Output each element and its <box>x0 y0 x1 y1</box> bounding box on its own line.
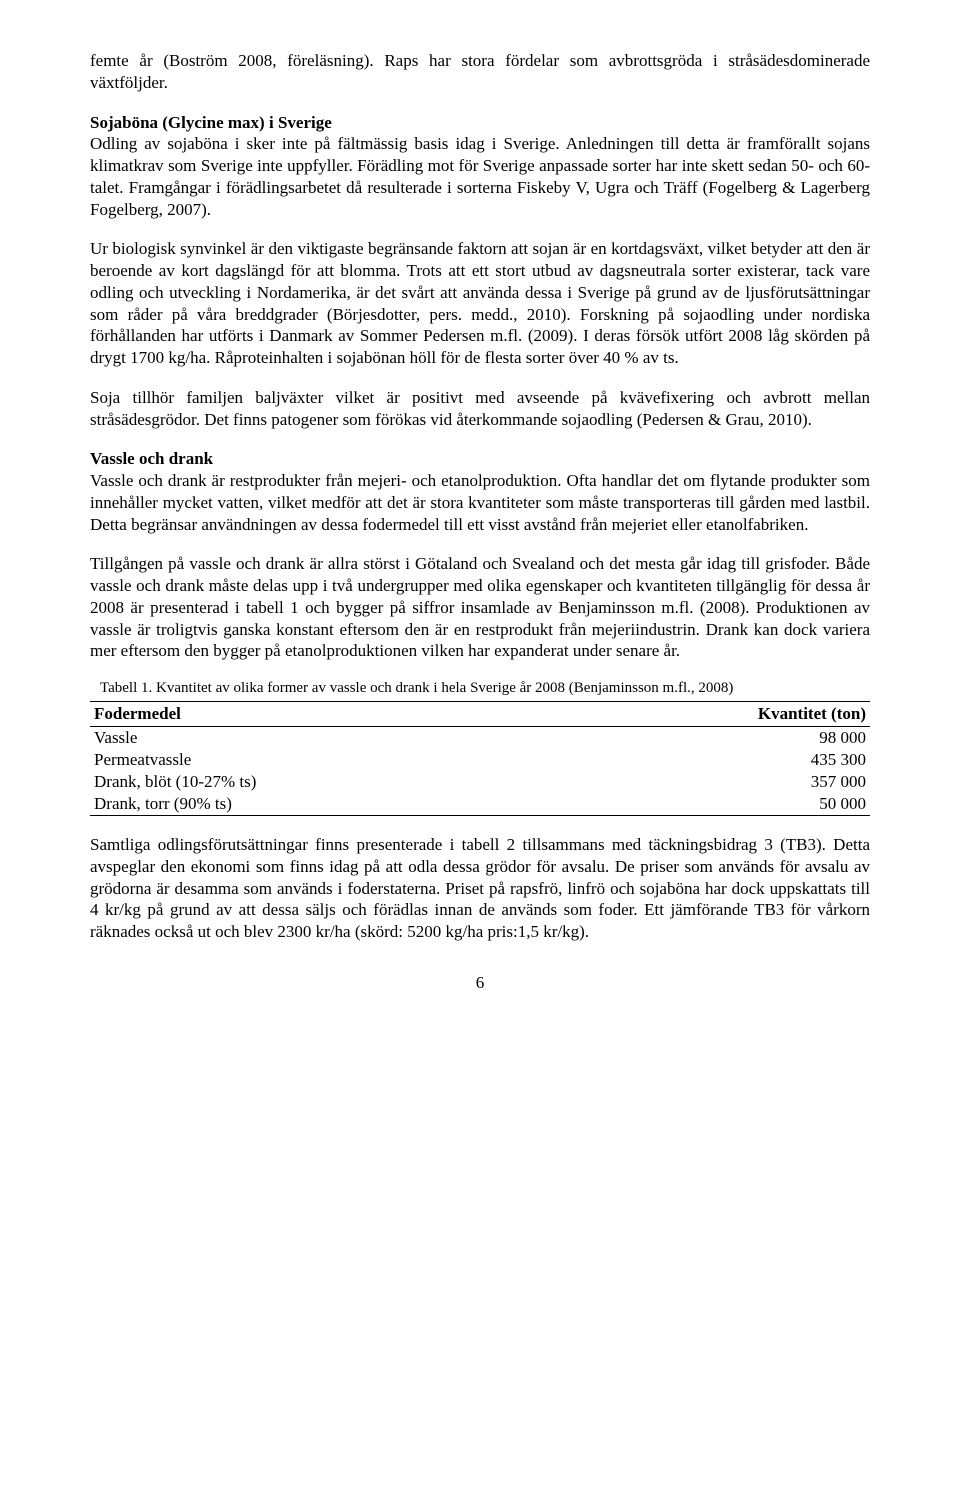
page-number: 6 <box>90 973 870 993</box>
table-cell-qty: 435 300 <box>554 749 870 771</box>
table-col-fodermedel: Fodermedel <box>90 702 554 727</box>
paragraph-soja-2: Ur biologisk synvinkel är den viktigaste… <box>90 238 870 369</box>
heading-vassle: Vassle och drank <box>90 449 213 468</box>
table-row: Drank, blöt (10-27% ts) 357 000 <box>90 771 870 793</box>
table-row: Drank, torr (90% ts) 50 000 <box>90 793 870 816</box>
table-col-kvantitet: Kvantitet (ton) <box>554 702 870 727</box>
table-cell-qty: 50 000 <box>554 793 870 816</box>
document-page: femte år (Boström 2008, föreläsning). Ra… <box>0 0 960 1033</box>
table-cell-qty: 98 000 <box>554 727 870 750</box>
paragraph-closing: Samtliga odlingsförutsättningar finns pr… <box>90 834 870 943</box>
table-row: Vassle 98 000 <box>90 727 870 750</box>
table-cell-name: Drank, torr (90% ts) <box>90 793 554 816</box>
table-cell-qty: 357 000 <box>554 771 870 793</box>
paragraph-vassle-1: Vassle och drank är restprodukter från m… <box>90 471 870 534</box>
table-cell-name: Permeatvassle <box>90 749 554 771</box>
table-header-row: Fodermedel Kvantitet (ton) <box>90 702 870 727</box>
section-vassle: Vassle och drank Vassle och drank är res… <box>90 448 870 535</box>
paragraph-intro: femte år (Boström 2008, föreläsning). Ra… <box>90 50 870 94</box>
paragraph-soja-3: Soja tillhör familjen baljväxter vilket … <box>90 387 870 431</box>
table-cell-name: Drank, blöt (10-27% ts) <box>90 771 554 793</box>
heading-sojabona: Sojaböna (Glycine max) i Sverige <box>90 113 332 132</box>
table-row: Permeatvassle 435 300 <box>90 749 870 771</box>
table-fodermedel: Fodermedel Kvantitet (ton) Vassle 98 000… <box>90 701 870 816</box>
paragraph-soja-1: Odling av sojaböna i sker inte på fältmä… <box>90 134 870 218</box>
section-sojabona: Sojaböna (Glycine max) i Sverige Odling … <box>90 112 870 221</box>
table-cell-name: Vassle <box>90 727 554 750</box>
table-caption: Tabell 1. Kvantitet av olika former av v… <box>90 680 870 697</box>
paragraph-vassle-2: Tillgången på vassle och drank är allra … <box>90 553 870 662</box>
